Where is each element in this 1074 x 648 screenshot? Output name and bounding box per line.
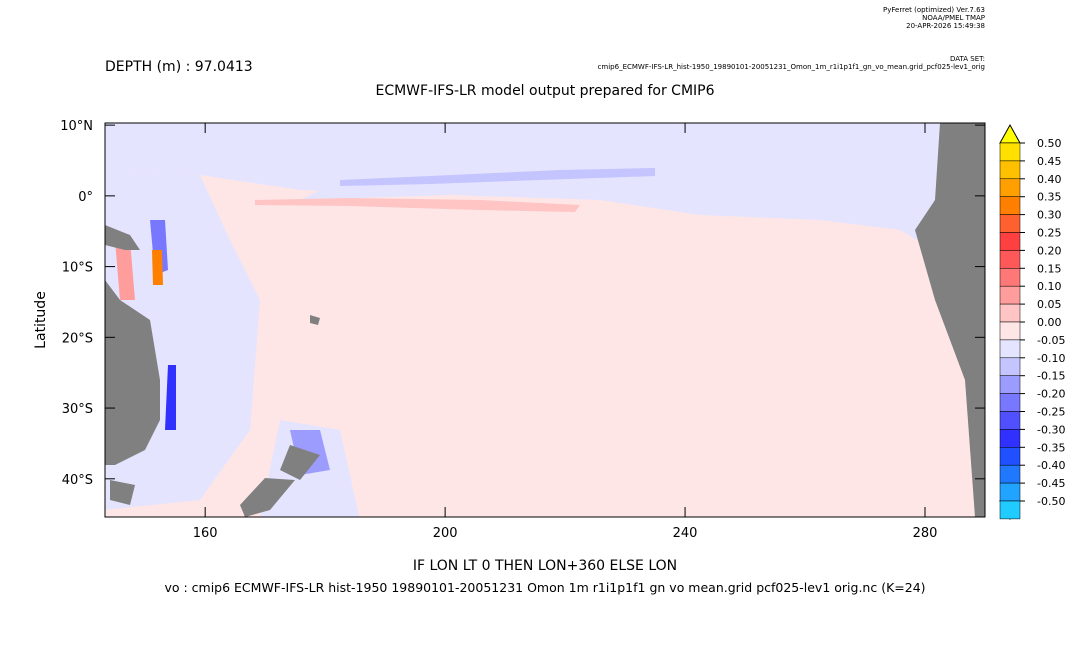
x-axis-label: IF LON LT 0 THEN LON+360 ELSE LON — [413, 558, 677, 574]
colorbar-box — [999, 303, 1021, 323]
colorbar-label: -0.50 — [1037, 495, 1065, 508]
colorbar-box — [999, 160, 1021, 180]
colorbar-box — [999, 232, 1021, 251]
x-tick-label: 240 — [673, 526, 698, 541]
colorbar-box — [999, 142, 1021, 162]
y-tick-label: 10°S — [62, 261, 93, 276]
colorbar-box — [999, 196, 1021, 215]
colorbar-box — [999, 500, 1021, 520]
y-tick-label: 20°S — [62, 331, 93, 346]
y-tick-label: 40°S — [62, 473, 93, 488]
colorbar-box — [999, 482, 1021, 502]
x-tick-label: 280 — [913, 526, 938, 541]
footer: vo : cmip6 ECMWF-IFS-LR hist-1950 198901… — [164, 580, 925, 595]
colorbar-label: -0.20 — [1037, 388, 1065, 401]
colorbar-box — [999, 357, 1021, 376]
colorbar-box — [999, 375, 1021, 394]
colorbar-box — [999, 393, 1021, 412]
colorbar-label: 0.30 — [1037, 209, 1062, 222]
header-line: PyFerret (optimized) Ver.7.63 — [883, 6, 985, 14]
colorbar-label: -0.40 — [1037, 459, 1065, 472]
colorbar-over — [999, 123, 1021, 144]
x-tick-label: 200 — [433, 526, 458, 541]
chart-title: ECMWF-IFS-LR model output prepared for C… — [375, 83, 714, 99]
colorbar-box — [999, 285, 1021, 305]
colorbar-box — [999, 178, 1021, 197]
dataset: cmip6_ECMWF-IFS-LR_hist-1950_19890101-20… — [598, 63, 985, 71]
colorbar-box — [999, 411, 1021, 430]
colorbar-label: 0.15 — [1037, 262, 1062, 275]
x-tick-label: 160 — [193, 526, 218, 541]
colorbar-box — [999, 339, 1021, 359]
colorbar-box — [999, 214, 1021, 233]
colorbar-box — [999, 464, 1021, 484]
colorbar-label: -0.05 — [1037, 334, 1065, 347]
header-line: NOAA/PMEL TMAP — [922, 14, 985, 22]
colorbar-label: 0.05 — [1037, 298, 1062, 311]
colorbar-label: -0.25 — [1037, 406, 1065, 419]
field — [105, 123, 985, 517]
colorbar-label: 0.00 — [1037, 316, 1062, 329]
colorbar-label: -0.15 — [1037, 370, 1065, 383]
dataset-label: DATA SET: — [950, 55, 985, 63]
colorbar-box — [999, 429, 1021, 448]
y-axis-label: Latitude — [33, 291, 49, 349]
colorbar-label: 0.35 — [1037, 191, 1062, 204]
colorbar-label: 0.40 — [1037, 173, 1062, 186]
colorbar-label: -0.45 — [1037, 477, 1065, 490]
colorbar-label: 0.50 — [1037, 137, 1062, 150]
colorbar-box — [999, 447, 1021, 466]
colorbar-box — [999, 268, 1021, 287]
y-tick-label: 10°N — [60, 119, 93, 134]
colorbar-label: -0.10 — [1037, 352, 1065, 365]
plot-frame — [104, 122, 986, 518]
y-tick-label: 0° — [78, 190, 93, 205]
colorbar-label: -0.35 — [1037, 441, 1065, 454]
header-line: 20-APR-2026 15:49:38 — [906, 22, 985, 30]
y-tick-label: 30°S — [62, 402, 93, 417]
subtitle: DEPTH (m) : 97.0413 — [105, 59, 253, 75]
colorbar-label: 0.20 — [1037, 244, 1062, 257]
colorbar-label: 0.10 — [1037, 280, 1062, 293]
colorbar-label: -0.30 — [1037, 423, 1065, 436]
colorbar-label: 0.25 — [1037, 227, 1062, 240]
colorbar-label: 0.45 — [1037, 155, 1062, 168]
colorbar-box — [999, 250, 1021, 269]
colorbar-box — [999, 321, 1021, 341]
